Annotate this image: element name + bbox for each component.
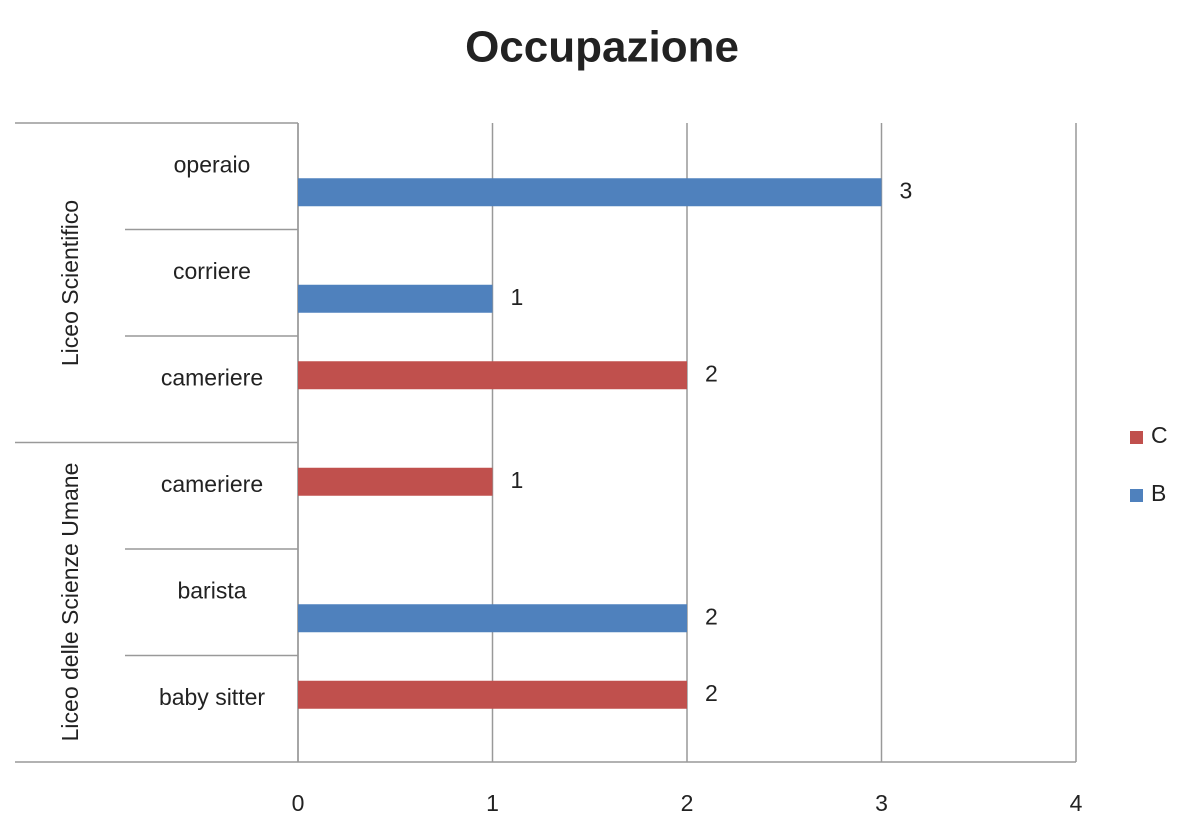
legend-label: B	[1151, 480, 1166, 506]
y-tick-label: cameriere	[161, 364, 263, 390]
data-label: 2	[705, 680, 718, 706]
bar	[298, 467, 493, 496]
bar	[298, 361, 687, 390]
chart-title: Occupazione	[465, 23, 739, 72]
x-tick-label: 2	[681, 790, 694, 816]
data-label: 1	[511, 284, 524, 310]
y-tick-label: operaio	[174, 151, 251, 177]
data-label: 2	[705, 603, 718, 629]
legend-swatch	[1130, 431, 1143, 444]
x-tick-label: 0	[292, 790, 305, 816]
y-tick-label: corriere	[173, 258, 251, 284]
y-tick-label: baby sitter	[159, 684, 265, 710]
group-label: Liceo Scientifico	[57, 199, 83, 366]
x-tick-label: 4	[1070, 790, 1083, 816]
x-tick-label: 1	[486, 790, 499, 816]
group-label: Liceo delle Scienze Umane	[57, 462, 83, 742]
legend-swatch	[1130, 489, 1143, 502]
y-tick-label: barista	[177, 577, 246, 603]
legend-label: C	[1151, 422, 1168, 448]
bar	[298, 284, 493, 313]
y-tick-label: cameriere	[161, 471, 263, 497]
data-label: 1	[511, 467, 524, 493]
bar	[298, 178, 882, 207]
x-tick-label: 3	[875, 790, 888, 816]
bar	[298, 680, 687, 709]
data-label: 2	[705, 360, 718, 386]
data-label: 3	[900, 177, 913, 203]
bar	[298, 604, 687, 633]
